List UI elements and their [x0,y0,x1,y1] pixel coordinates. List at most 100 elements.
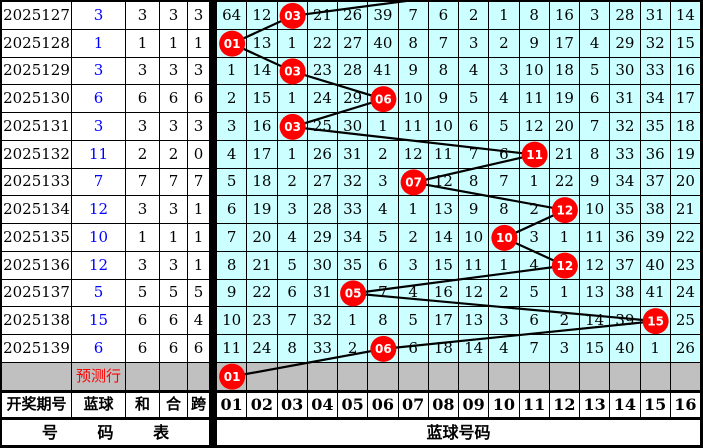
blue-ball-value: 11 [72,140,126,169]
grid-cell: 32 [338,168,369,197]
grid-cell: 5 [217,168,248,197]
table-divider [210,307,217,335]
sum-cell: 5 [126,279,160,308]
prediction-grid-cell [580,362,611,391]
sum-cell: 2 [126,140,160,169]
combine-cell: 3 [160,57,188,86]
grid-cell [277,113,308,141]
grid-cell: 1 [640,335,671,363]
grid-cell: 9 [519,29,550,58]
grid-cell: 37 [640,168,671,197]
grid-cell: 5 [519,279,550,308]
combine-cell: 5 [160,279,188,308]
column-label: 11 [519,390,550,419]
grid-cell: 24 [307,85,338,113]
combine-cell: 7 [160,168,188,197]
column-label: 05 [338,390,369,419]
grid-cell: 36 [640,140,671,169]
grid-cell: 41 [640,279,671,308]
grid-cell: 26 [338,2,369,30]
prediction-grid-cell [670,362,701,391]
grid-cell: 2 [368,140,399,169]
blue-ball-value: 6 [72,335,126,363]
grid-cell [640,307,671,335]
grid-cell: 14 [670,2,701,30]
prediction-span-cell [188,362,210,391]
table-divider [210,279,217,308]
grid-cell: 31 [640,2,671,30]
grid-cell: 1 [368,113,399,141]
blue-ball-value: 3 [72,2,126,30]
grid-cell: 12 [428,168,459,197]
grid-cell: 17 [670,85,701,113]
column-label: 14 [610,390,641,419]
grid-cell: 4 [489,85,520,113]
grid-cell [549,196,580,224]
grid-cell: 8 [428,57,459,86]
table-divider [210,85,217,113]
grid-cell: 14 [459,335,490,363]
grid-cell: 6 [368,251,399,280]
sum-cell: 3 [126,251,160,280]
prediction-grid-cell [398,362,429,391]
grid-cell: 40 [610,335,641,363]
grid-cell: 24 [247,335,278,363]
grid-cell: 10 [459,224,490,252]
header-combine: 合 [160,390,188,419]
blue-ball-value: 3 [72,113,126,141]
grid-cell: 13 [428,196,459,224]
combine-cell: 1 [160,224,188,252]
grid-cell: 8 [519,2,550,30]
prediction-grid-cell [247,362,278,391]
grid-cell: 10 [398,85,429,113]
grid-cell: 12 [580,251,611,280]
blue-ball-value: 15 [72,307,126,335]
grid-cell: 15 [580,335,611,363]
grid-cell: 22 [670,224,701,252]
sum-cell: 3 [126,2,160,30]
grid-cell: 3 [519,224,550,252]
table-divider [210,57,217,86]
sum-cell: 3 [126,196,160,224]
grid-cell: 3 [398,251,429,280]
grid-cell: 7 [277,307,308,335]
sum-cell: 1 [126,29,160,58]
grid-cell: 8 [217,251,248,280]
period-cell: 2025136 [2,251,72,280]
combine-cell: 6 [160,85,188,113]
grid-cell: 37 [610,251,641,280]
grid-cell: 11 [519,85,550,113]
span-cell: 5 [188,279,210,308]
grid-cell: 15 [247,85,278,113]
grid-cell: 39 [640,224,671,252]
column-label: 08 [428,390,459,419]
prediction-grid-cell [277,362,308,391]
grid-cell [519,140,550,169]
grid-cell: 39 [610,307,641,335]
grid-cell: 17 [428,307,459,335]
table-divider [210,224,217,252]
grid-cell: 9 [580,168,611,197]
grid-cell: 11 [428,140,459,169]
grid-cell: 2 [277,168,308,197]
grid-cell: 28 [338,57,369,86]
sum-cell: 6 [126,85,160,113]
grid-cell: 3 [277,196,308,224]
combine-cell: 3 [160,113,188,141]
column-label: 12 [549,390,580,419]
table-divider [210,113,217,141]
grid-cell: 20 [247,224,278,252]
grid-cell: 23 [670,251,701,280]
grid-cell: 3 [217,113,248,141]
span-cell: 1 [188,224,210,252]
grid-cell: 9 [459,196,490,224]
column-label: 07 [398,390,429,419]
column-label: 10 [489,390,520,419]
grid-cell: 10 [580,196,611,224]
period-cell: 2025130 [2,85,72,113]
grid-cell: 9 [217,279,248,308]
grid-cell: 2 [459,2,490,30]
grid-cell: 40 [368,29,399,58]
grid-cell: 29 [307,224,338,252]
